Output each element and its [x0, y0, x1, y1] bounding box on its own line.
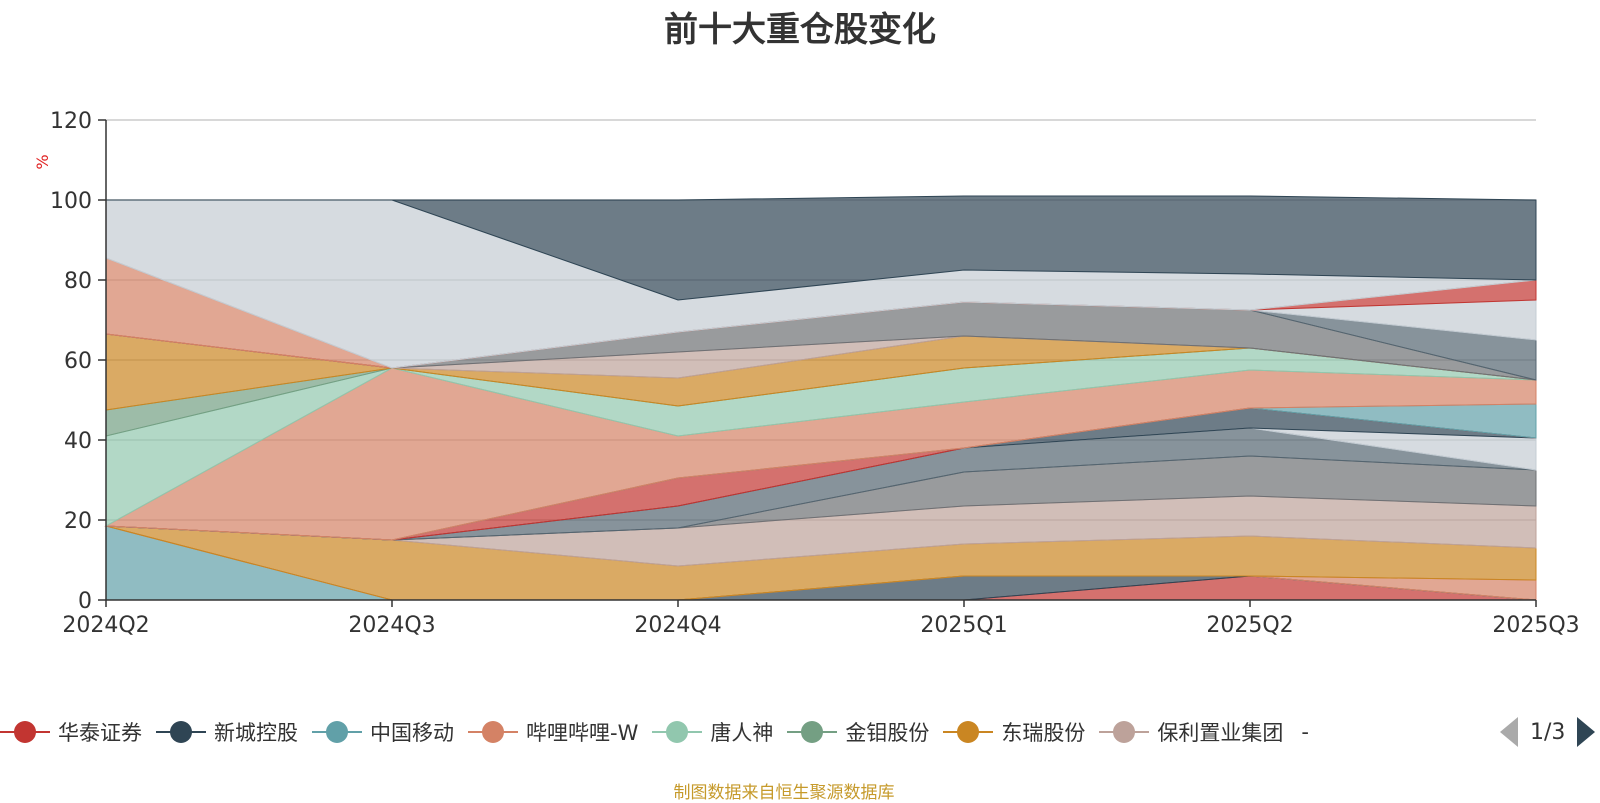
x-tick-label: 2024Q2 — [62, 613, 149, 638]
data-source-note: 制图数据来自恒生聚源数据库 — [673, 783, 895, 803]
legend-item[interactable]: 金钼股份 — [787, 717, 929, 747]
y-tick-label: 40 — [64, 429, 92, 454]
y-tick-label: 60 — [64, 349, 92, 374]
legend-item[interactable]: 保利置业集团 — [1099, 717, 1283, 747]
stacked-area-chart: 0 20 40 60 80 100 120 2024Q2 2024Q3 2024Q4 2025Q1 2… — [33, 109, 1580, 638]
legend-item[interactable]: 哔哩哔哩-W — [468, 717, 638, 747]
y-axis-label: % — [33, 154, 52, 169]
y-tick-label: 20 — [64, 509, 92, 534]
legend-marker-icon — [787, 720, 838, 744]
x-tick-label: 2024Q4 — [634, 613, 721, 638]
legend-label: 中国移动 — [370, 721, 454, 745]
x-tick-label: 2025Q3 — [1492, 613, 1579, 638]
y-tick-label: 120 — [50, 109, 92, 134]
legend-label: 唐人神 — [710, 721, 774, 745]
legend-item[interactable]: 华泰证券 — [0, 717, 142, 747]
legend-marker-icon — [0, 720, 50, 744]
legend-item[interactable]: 新城控股 — [156, 717, 298, 747]
legend-marker-icon — [468, 720, 518, 744]
x-tick-label: 2025Q1 — [920, 613, 1007, 638]
x-tick-label: 2025Q2 — [1206, 613, 1293, 638]
legend-label: 华泰证券 — [58, 721, 142, 745]
legend-marker-icon — [156, 720, 206, 744]
legend-label: 金钼股份 — [845, 721, 930, 745]
legend-marker-icon — [943, 720, 994, 744]
legend-label: 新城控股 — [214, 721, 298, 745]
legend-next-page-icon[interactable] — [1577, 717, 1596, 747]
legend-truncation-marker: - — [1301, 720, 1309, 744]
legend-item[interactable]: 中国移动 — [312, 717, 454, 747]
legend-label: 保利置业集团 — [1157, 721, 1284, 745]
chart-title: 前十大重仓股变化 — [664, 10, 936, 50]
legend-label: 东瑞股份 — [1001, 721, 1086, 745]
legend: 华泰证券 新城控股 中国移动 哔哩哔哩-W 唐人神 金钼股份 东瑞股份 保利置业集团 - — [0, 712, 1470, 752]
y-tick-label: 0 — [78, 589, 92, 614]
legend-item[interactable]: 唐人神 — [652, 717, 773, 747]
legend-item[interactable]: 东瑞股份 — [943, 717, 1085, 747]
legend-pager: 1/3 — [1500, 712, 1598, 752]
y-tick-label: 80 — [64, 269, 92, 294]
series-area-23 — [106, 195, 1537, 301]
legend-marker-icon — [652, 720, 703, 744]
x-tick-label: 2024Q3 — [348, 613, 435, 638]
legend-marker-icon — [312, 720, 362, 744]
legend-marker-icon — [1099, 720, 1150, 744]
y-tick-label: 100 — [50, 189, 92, 214]
legend-prev-page-icon[interactable] — [1500, 717, 1518, 747]
legend-page-indicator: 1/3 — [1530, 719, 1566, 745]
legend-label: 哔哩哔哩-W — [526, 721, 639, 745]
